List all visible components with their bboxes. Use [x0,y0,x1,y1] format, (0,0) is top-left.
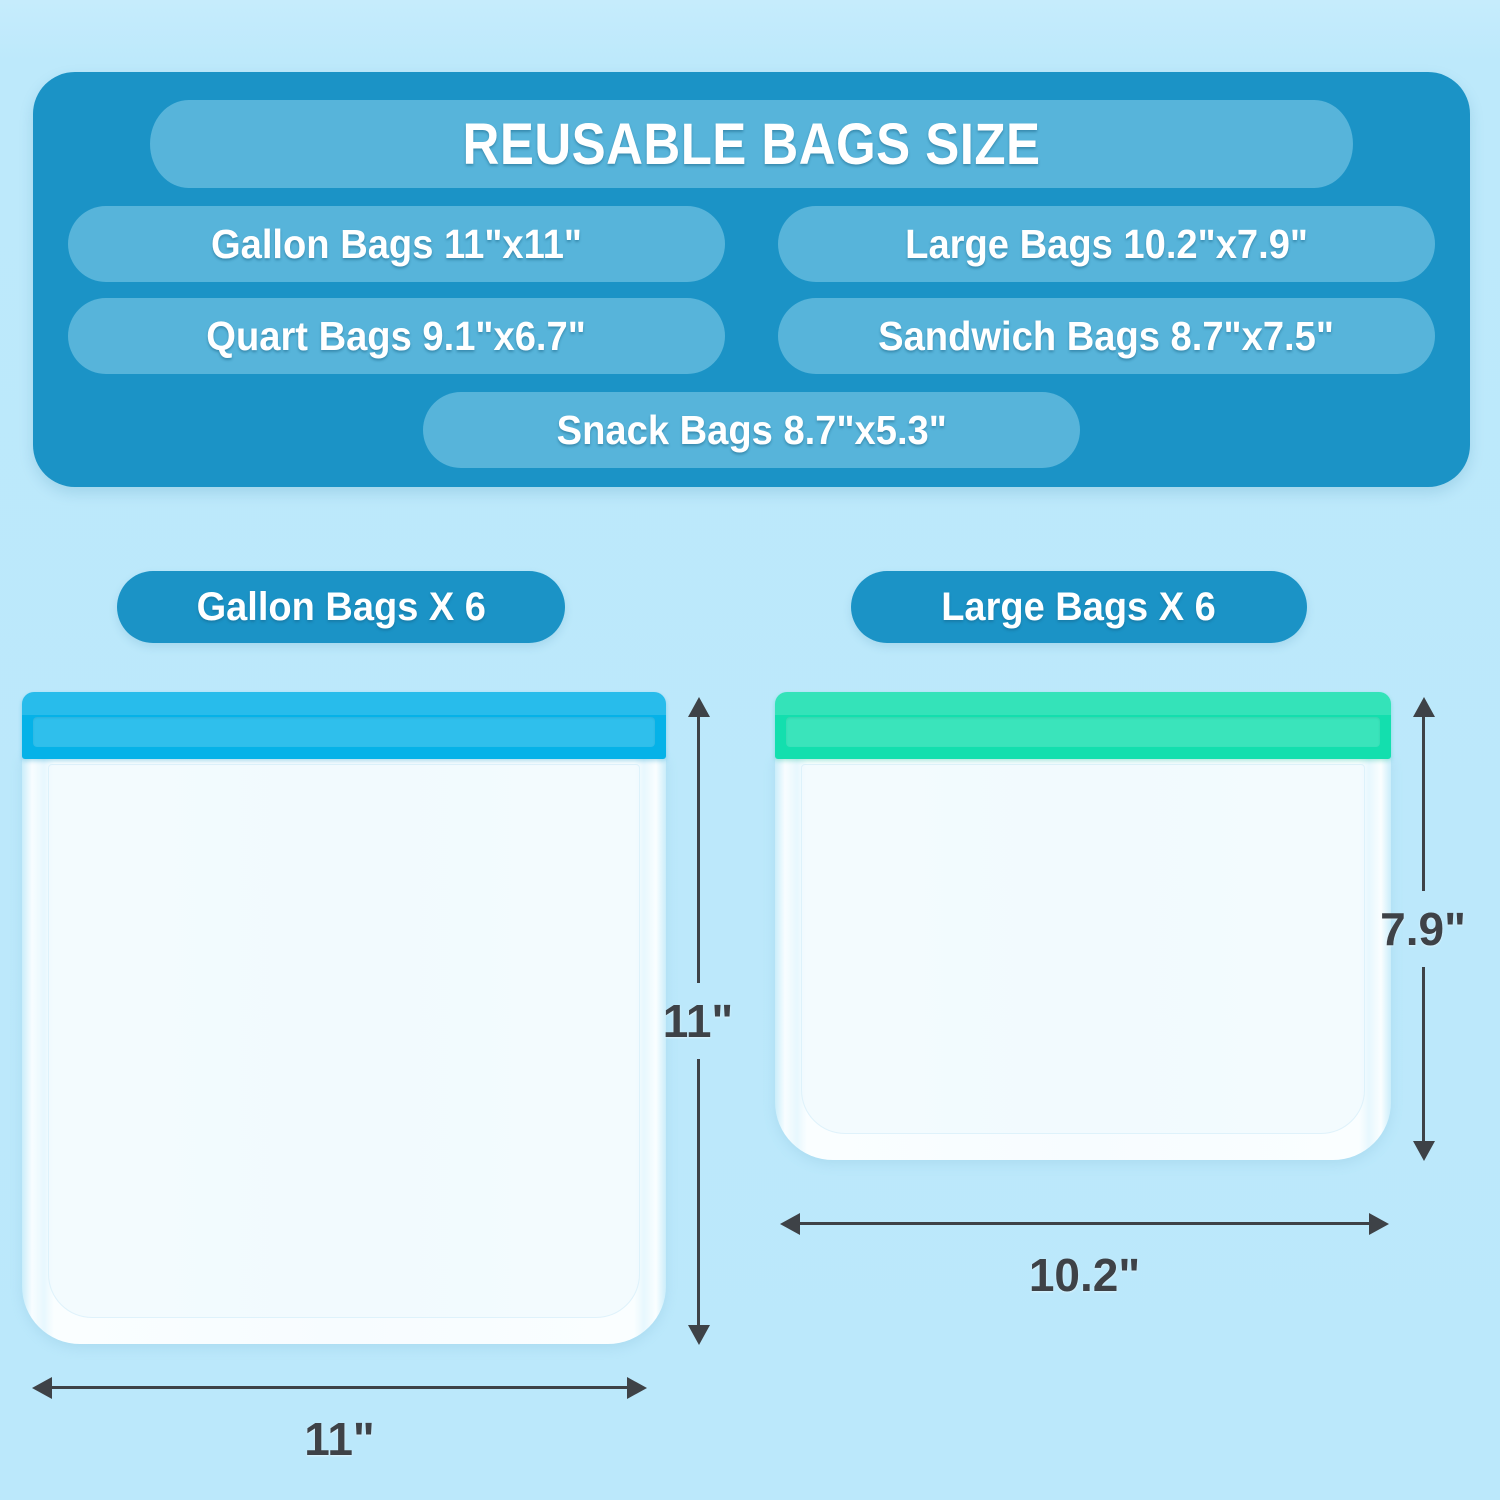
dimension-line-segment [46,1386,633,1389]
spec-item-gallon-text: Gallon Bags 11"x11" [210,220,583,267]
product-label-gallon: Gallon Bags X 6 [117,571,565,643]
spec-item-quart-text: Quart Bags 9.1"x6.7" [206,312,587,359]
arrow-down-icon [688,1325,710,1345]
dimension-line-segment [697,715,700,983]
arrow-up-icon [688,697,710,717]
size-spec-panel: REUSABLE BAGS SIZE Gallon Bags 11"x11" L… [33,72,1470,487]
large-height-label: 7.9" [1380,903,1466,955]
large-bag-inner-panel [801,764,1365,1134]
arrow-down-icon [1413,1141,1435,1161]
spec-item-sandwich: Sandwich Bags 8.7"x7.5" [778,298,1435,374]
spec-item-sandwich-text: Sandwich Bags 8.7"x7.5" [878,312,1335,359]
spec-item-snack: Snack Bags 8.7"x5.3" [423,392,1080,468]
large-bag-image [775,692,1391,1160]
large-width-dimension: 10.2" [780,1213,1389,1301]
spec-item-gallon: Gallon Bags 11"x11" [68,206,725,282]
arrow-up-icon [1413,697,1435,717]
large-bag-body [775,752,1391,1160]
large-zipper-highlight [775,692,1391,715]
large-height-dimension: 7.9" [1380,697,1466,1161]
spec-item-quart: Quart Bags 9.1"x6.7" [68,298,725,374]
spec-item-large-text: Large Bags 10.2"x7.9" [905,220,1308,267]
spec-panel-title-text: REUSABLE BAGS SIZE [462,111,1041,177]
arrow-left-icon [32,1377,52,1399]
product-label-large: Large Bags X 6 [851,571,1307,643]
gallon-zipper-highlight [22,692,666,715]
gallon-bag-body [22,752,666,1344]
dimension-line-segment [697,1059,700,1327]
arrow-right-icon [627,1377,647,1399]
gallon-width-label: 11" [304,1413,375,1465]
gallon-height-dimension: 11" [663,697,733,1345]
product-label-large-text: Large Bags X 6 [941,584,1217,629]
gallon-zipper-strip [33,717,655,747]
arrow-right-icon [1369,1213,1389,1235]
large-zipper-strip [786,717,1380,747]
gallon-width-dimension: 11" [32,1377,647,1465]
gallon-bag-zipper [22,692,666,759]
dimension-line-segment [794,1222,1375,1225]
spec-item-large: Large Bags 10.2"x7.9" [778,206,1435,282]
product-label-gallon-text: Gallon Bags X 6 [196,584,486,629]
dimension-line-segment [1422,967,1425,1143]
spec-item-snack-text: Snack Bags 8.7"x5.3" [556,406,947,453]
arrow-left-icon [780,1213,800,1235]
dimension-line-segment [1422,715,1425,891]
gallon-height-label: 11" [662,995,734,1047]
large-bag-zipper [775,692,1391,759]
spec-panel-title: REUSABLE BAGS SIZE [150,100,1353,188]
gallon-bag-inner-panel [48,764,640,1318]
large-width-label: 10.2" [1028,1249,1141,1301]
gallon-bag-image [22,692,666,1344]
